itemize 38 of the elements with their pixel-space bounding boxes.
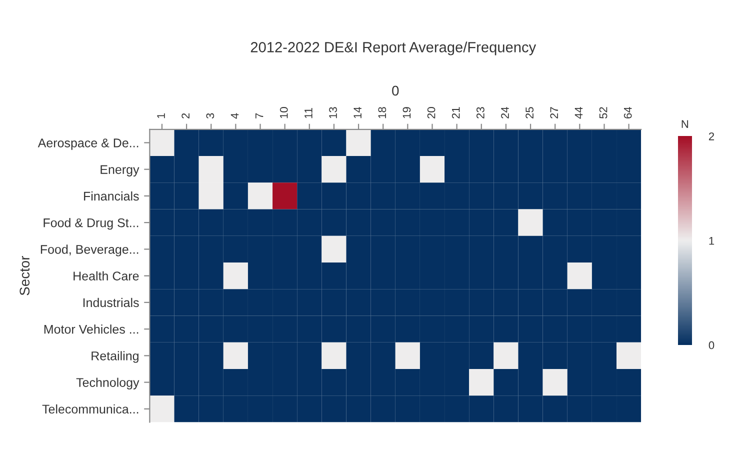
color-bar-title: N xyxy=(682,120,688,128)
x-tick-label: 10 xyxy=(280,107,288,118)
x-tick-label: 64 xyxy=(624,106,632,118)
x-tick-label: 14 xyxy=(354,106,362,118)
x-tick-label: 44 xyxy=(574,106,583,119)
y-tick-label: Industrials xyxy=(83,298,139,308)
y-tick-label: Retailing xyxy=(92,351,138,363)
color-bar-label: 1 xyxy=(709,237,714,245)
x-tick-label: 13 xyxy=(329,107,337,118)
x-tick-label: 4 xyxy=(230,113,239,119)
x-tick-label: 19 xyxy=(402,107,411,118)
y-tick-label: Food, Beverage... xyxy=(40,244,138,256)
x-tick-label: 27 xyxy=(550,107,558,118)
x-tick-label: 21 xyxy=(452,107,460,118)
y-tick-label: Telecommunica... xyxy=(42,404,138,414)
y-tick-label: Motor Vehicles ... xyxy=(44,324,138,334)
x-tick-label: 20 xyxy=(427,107,436,118)
y-axis-title: Sector xyxy=(20,256,30,296)
y-tick-label: Technology xyxy=(76,378,140,390)
color-bar-label: 0 xyxy=(708,341,714,350)
color-bar-label: 2 xyxy=(708,132,714,140)
y-tick-label: Financials xyxy=(84,191,139,201)
x-tick-label: 18 xyxy=(378,107,386,118)
x-tick-label: 2 xyxy=(182,113,190,118)
y-tick-label: Food & Drug St... xyxy=(44,218,138,230)
y-tick-label: Health Care xyxy=(74,271,139,280)
y-tick-label: Aerospace & De... xyxy=(38,138,138,150)
x-tick-label: 24 xyxy=(501,106,509,118)
x-tick-label: 23 xyxy=(476,107,484,118)
x-tick-label: 3 xyxy=(206,113,214,119)
x-tick-label: 52 xyxy=(599,107,608,119)
x-tick-label: 25 xyxy=(526,107,534,118)
x-tick-label: 1 xyxy=(157,113,165,118)
x-axis-title: 0 xyxy=(392,86,399,96)
x-tick-label: 7 xyxy=(255,113,264,118)
chart-title: 2012-2022 DE&I Report Average/Frequency xyxy=(250,42,536,56)
y-tick-label: Energy xyxy=(100,165,140,176)
x-tick-label: 11 xyxy=(304,108,312,118)
